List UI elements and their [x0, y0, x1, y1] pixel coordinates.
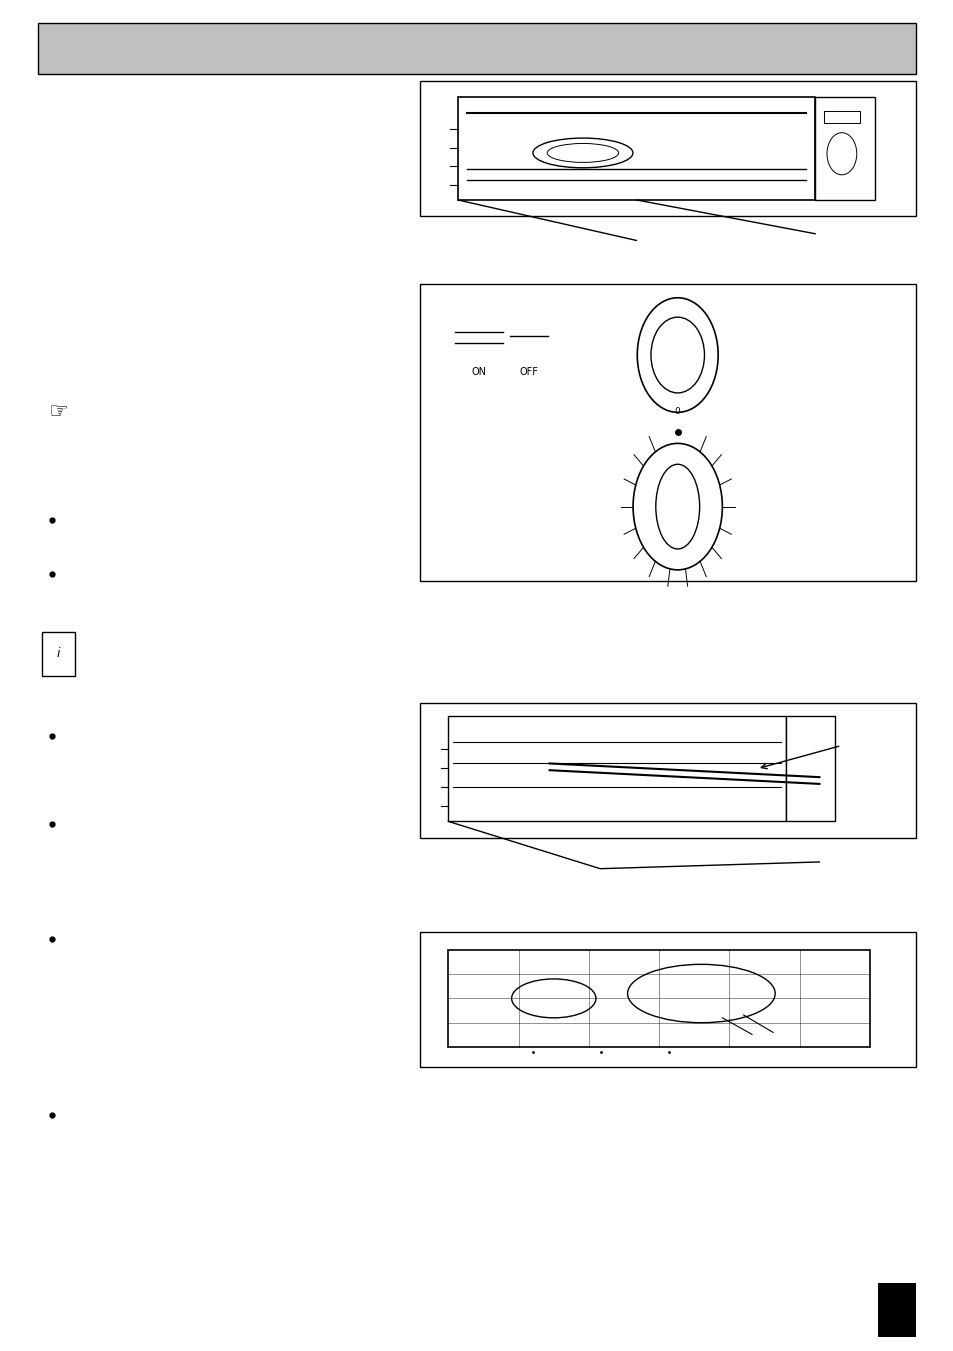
Bar	[785, 716, 835, 821]
Ellipse shape	[627, 965, 775, 1023]
Circle shape	[650, 317, 703, 393]
Text: i: i	[57, 647, 60, 661]
Text: OFF: OFF	[519, 367, 537, 377]
Ellipse shape	[655, 465, 699, 549]
Text: 0: 0	[674, 408, 679, 416]
Circle shape	[637, 297, 718, 412]
Bar	[419, 284, 915, 581]
Bar	[419, 932, 915, 1067]
Bar	[419, 703, 915, 838]
Bar	[419, 81, 915, 216]
Bar	[38, 23, 915, 74]
Ellipse shape	[547, 143, 618, 162]
Circle shape	[826, 132, 856, 174]
Bar	[448, 950, 869, 1047]
Ellipse shape	[511, 979, 596, 1017]
Bar	[448, 716, 785, 821]
Bar	[823, 111, 859, 123]
Ellipse shape	[533, 138, 632, 168]
Bar	[457, 97, 814, 200]
Bar	[877, 1283, 915, 1337]
Bar	[42, 632, 75, 676]
Bar	[814, 97, 874, 200]
Circle shape	[633, 443, 721, 570]
Text: ON: ON	[472, 367, 486, 377]
Text: ☞: ☞	[48, 403, 68, 422]
